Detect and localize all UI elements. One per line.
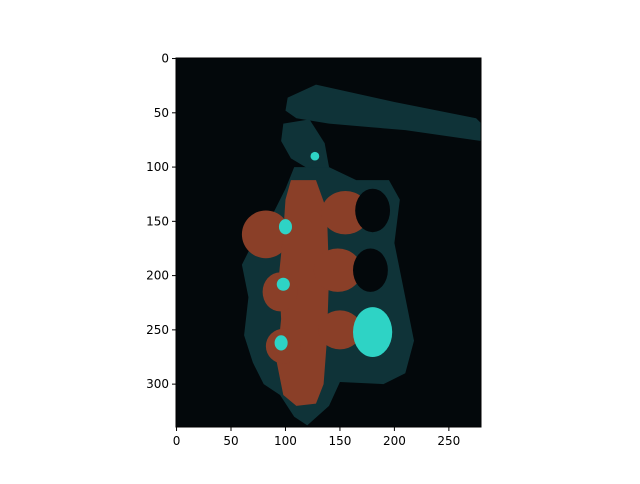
- y-tick-label: 150: [146, 214, 169, 228]
- y-tick-label: 250: [146, 323, 169, 337]
- visor: [313, 248, 362, 292]
- lamp: [353, 248, 388, 292]
- highlight: [278, 219, 293, 235]
- visor: [262, 272, 298, 312]
- highlight: [274, 335, 288, 351]
- x-tick-label: 0: [173, 434, 181, 448]
- visor: [241, 210, 290, 259]
- lamp-lit: [353, 307, 393, 357]
- x-tick-label: 150: [328, 434, 351, 448]
- x-tick-label: 100: [274, 434, 297, 448]
- y-tick-label: 200: [146, 269, 169, 283]
- x-tick-label: 50: [223, 434, 238, 448]
- axes-frame: [175, 57, 482, 428]
- y-tick-label: 0: [161, 52, 169, 66]
- y-tick-label: 300: [146, 377, 169, 391]
- image: [176, 58, 481, 427]
- highlight: [310, 151, 320, 161]
- pole-arm: [285, 84, 481, 141]
- image-content: [241, 84, 481, 426]
- visor: [318, 310, 362, 350]
- lamp: [355, 188, 391, 233]
- y-tick-label: 50: [154, 106, 169, 120]
- x-tick-label: 200: [383, 434, 406, 448]
- highlight: [276, 277, 290, 291]
- y-tick-label: 100: [146, 160, 169, 174]
- x-tick-label: 250: [437, 434, 460, 448]
